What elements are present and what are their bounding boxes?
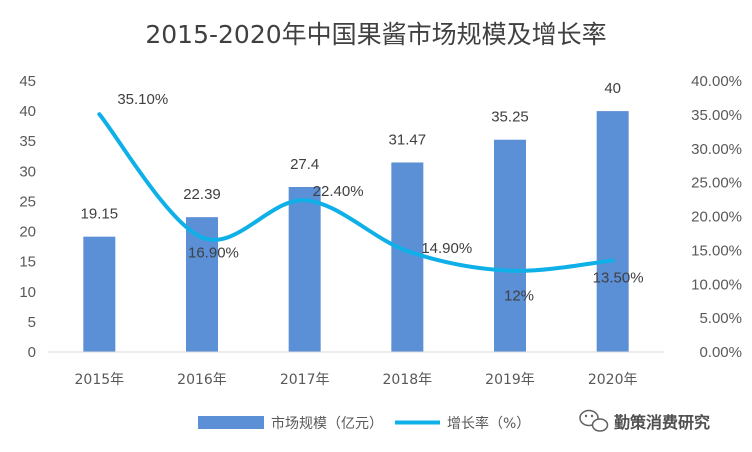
bars-layer [83, 111, 629, 352]
x-tick-label: 2017年 [280, 372, 330, 388]
bar [83, 236, 116, 352]
x-tick-label: 2018年 [383, 372, 433, 388]
bar [494, 139, 526, 352]
y-right-tick-label: 15.00% [691, 242, 742, 259]
chart-title: 2015-2020年中国果酱市场规模及增长率 [145, 20, 606, 49]
growth-rate-line [97, 112, 615, 273]
y-left-tick-label: 35 [19, 133, 36, 150]
line-layer [97, 112, 615, 273]
line-data-label: 12% [504, 288, 534, 305]
legend-bar-swatch [198, 416, 264, 429]
legend-bar-label: 市场规模（亿元） [271, 415, 383, 432]
y-left-tick-label: 0 [28, 344, 36, 361]
y-left-tick-label: 10 [19, 284, 36, 301]
labels-layer: 19.15 22.39 27.4 31.47 35.25 40 35.10% 16.90% 22… [81, 80, 644, 305]
watermark-text: 勤策消费研究 [614, 413, 710, 432]
bar [288, 186, 321, 352]
y-left-tick-label: 30 [19, 163, 36, 180]
y-right-tick-label: 25.00% [691, 175, 742, 192]
x-tick-label: 2016年 [177, 372, 227, 388]
y-right-tick-label: 20.00% [691, 209, 742, 226]
y-left-tick-label: 15 [19, 254, 36, 271]
line-data-label: 14.90% [421, 240, 472, 257]
y-left-tick-label: 25 [19, 193, 36, 210]
line-data-label: 13.50% [593, 270, 644, 287]
y-right-tick-label: 30.00% [691, 141, 742, 158]
bar [596, 111, 629, 352]
x-tick-label: 2015年 [75, 372, 125, 388]
y-left-tick-label: 40 [19, 103, 36, 120]
legend-line-label: 增长率（%） [447, 415, 530, 432]
bar-data-label: 22.39 [183, 186, 221, 203]
legend: 市场规模（亿元） 增长率（%） [198, 415, 530, 432]
y-left-tick-label: 20 [19, 224, 36, 241]
bar-data-label: 27.4 [290, 156, 319, 173]
watermark: 勤策消费研究 [579, 409, 710, 432]
y-right-tick-label: 35.00% [691, 107, 742, 124]
y-left-tick-label: 45 [19, 73, 36, 90]
bar-data-label: 35.25 [491, 109, 529, 126]
y-right-tick-label: 10.00% [691, 276, 742, 293]
bar-data-label: 40 [604, 80, 621, 97]
y-right-tick-label: 40.00% [691, 73, 742, 90]
wechat-icon [579, 409, 609, 432]
bar [391, 162, 424, 352]
y-left-tick-label: 5 [28, 314, 36, 331]
line-data-label: 35.10% [117, 91, 168, 108]
axes-layer: 0 5 10 15 20 25 30 35 40 45 0.00% 5.00% 10.00% 15.00%… [19, 73, 742, 388]
line-data-label: 16.90% [188, 245, 239, 262]
y-right-tick-label: 5.00% [699, 310, 742, 327]
bar-data-label: 19.15 [81, 206, 119, 223]
line-data-label: 22.40% [313, 183, 364, 200]
x-tick-label: 2019年 [485, 372, 535, 388]
bar-data-label: 31.47 [389, 131, 427, 148]
y-right-tick-label: 0.00% [699, 344, 742, 361]
x-tick-label: 2020年 [588, 372, 638, 388]
